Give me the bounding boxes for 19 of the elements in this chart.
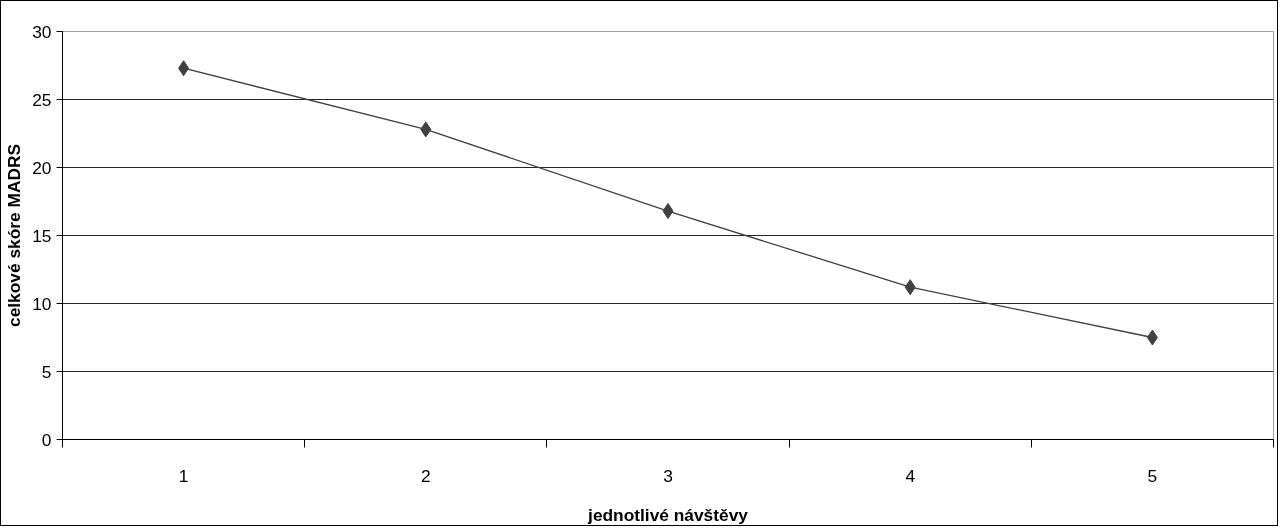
- point: [1146, 329, 1158, 346]
- point: [178, 60, 190, 77]
- point: [904, 279, 916, 296]
- y-tick-label: 10: [32, 293, 52, 314]
- x-tick-label: 3: [663, 465, 673, 486]
- y-tick-label: 5: [41, 361, 52, 382]
- y-tick-label: 25: [32, 89, 52, 110]
- y-tick-label: 15: [32, 225, 52, 246]
- x-tick-label: 4: [905, 465, 916, 486]
- point: [662, 203, 674, 220]
- x-tick-label: 1: [178, 465, 189, 486]
- x-tick-label: 5: [1147, 465, 1158, 486]
- y-tick-label: 20: [32, 157, 52, 178]
- x-axis-title: jednotlivé návštěvy: [587, 504, 749, 525]
- y-axis-title: celkové skóre MADRS: [4, 143, 25, 327]
- x-tick-label: 2: [420, 465, 431, 486]
- point: [420, 121, 432, 138]
- y-tick-label: 30: [32, 21, 52, 42]
- y-tick-label: 0: [41, 429, 52, 450]
